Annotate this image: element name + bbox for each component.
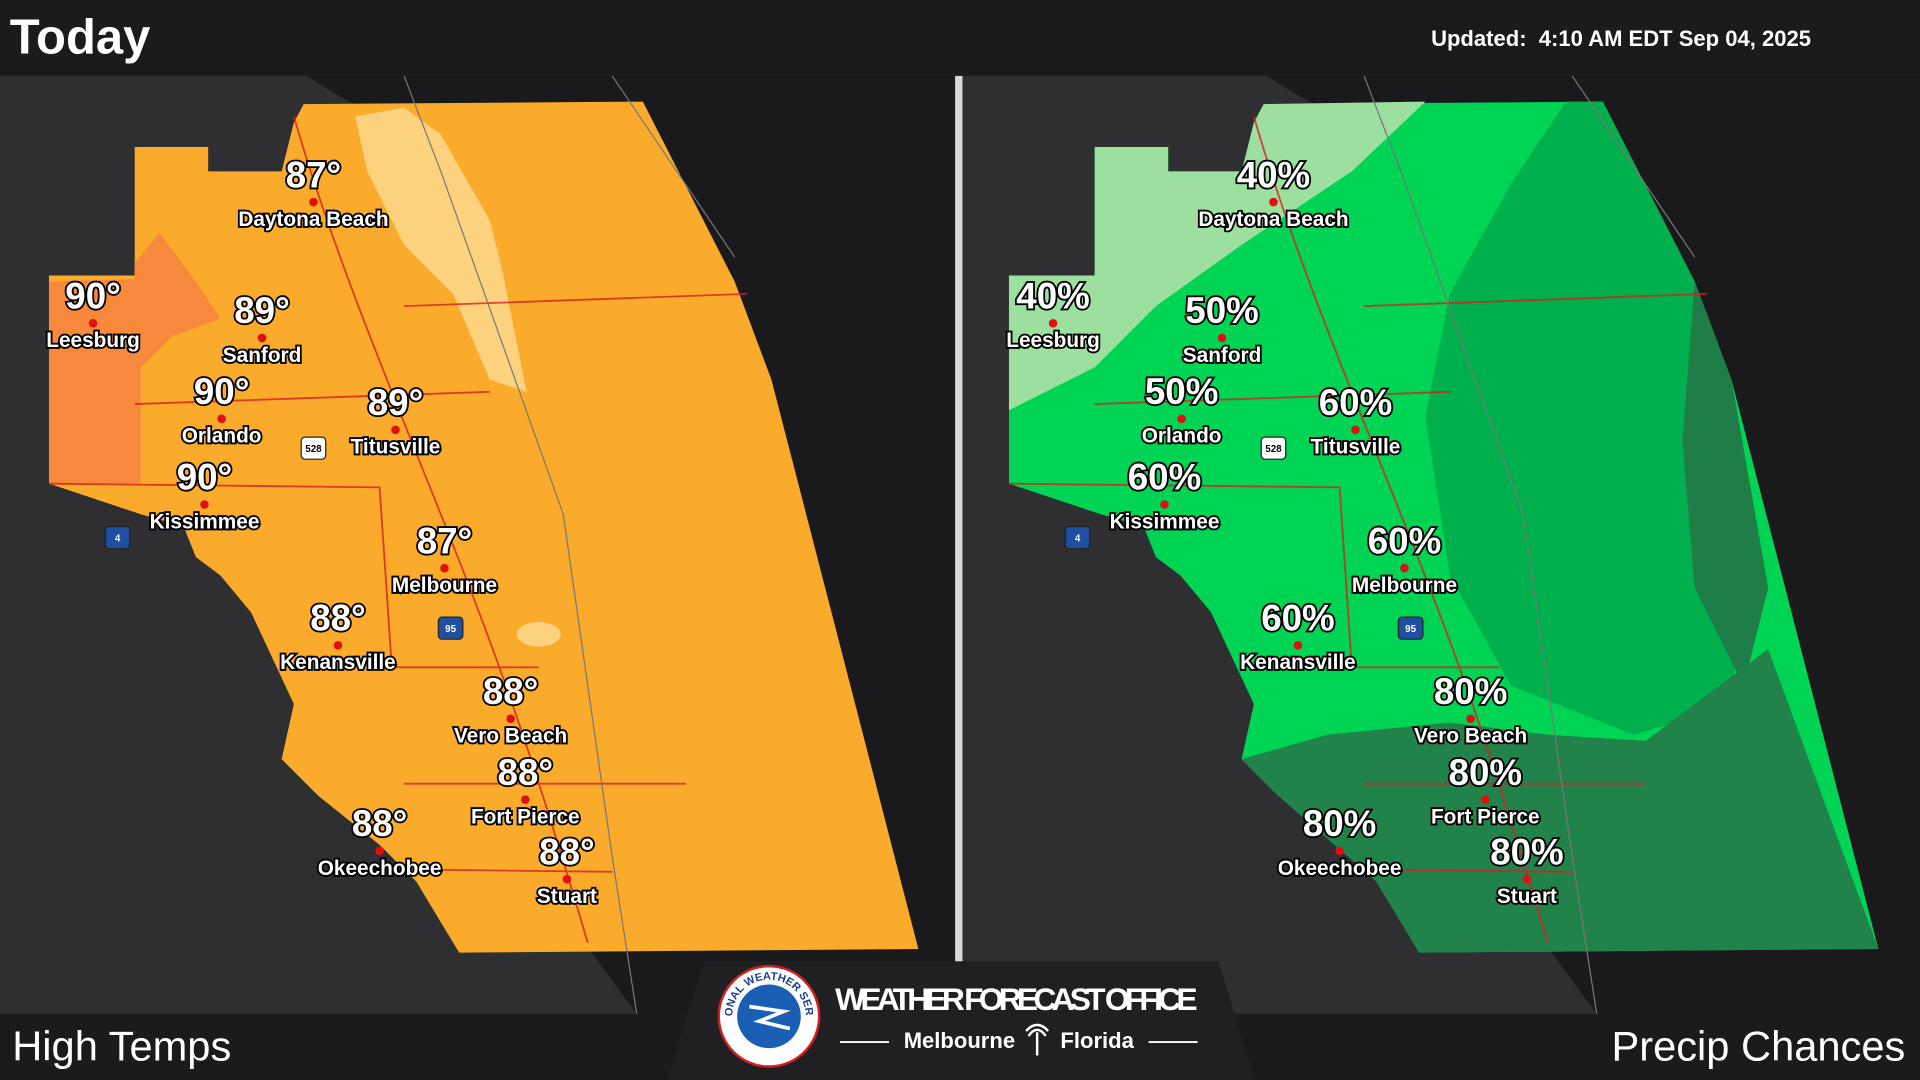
city-value: 88°: [539, 831, 595, 872]
city-name: Fort Pierce: [471, 805, 580, 828]
city-name: Kissimmee: [150, 510, 260, 533]
road-shield-label: 528: [305, 444, 322, 455]
city-value: 90°: [65, 275, 121, 316]
city-name: Vero Beach: [1414, 725, 1527, 748]
city-dot: [217, 414, 226, 424]
city-value: 40%: [1237, 154, 1311, 195]
left-label: High Temps: [12, 1022, 231, 1069]
city-value: 50%: [1145, 371, 1219, 412]
city-name: Leesburg: [46, 329, 140, 352]
city-value: 60%: [1128, 457, 1202, 498]
divider: [955, 75, 963, 1014]
city-dot: [521, 795, 530, 804]
city-dot: [88, 318, 98, 328]
city-name: Vero Beach: [454, 725, 567, 748]
city-name: Stuart: [1497, 885, 1557, 908]
city-name: Kissimmee: [1110, 510, 1220, 533]
city-value: 89°: [368, 382, 424, 423]
city-name: Kenansville: [280, 651, 396, 674]
city-dot: [257, 333, 267, 343]
right-label: Precip Chances: [1611, 1022, 1905, 1069]
city-value: 50%: [1185, 290, 1258, 331]
city-name: Okeechobee: [1278, 857, 1402, 880]
footer-ribbon: [667, 961, 1256, 1080]
city-name: Kenansville: [1240, 651, 1356, 674]
road-shield-label: 95: [1405, 624, 1416, 635]
city-dot: [1269, 197, 1278, 207]
road-shield-label: 95: [445, 624, 456, 635]
city-value: 89°: [234, 290, 290, 331]
city-dot: [440, 563, 449, 573]
city-value: 87°: [417, 520, 473, 561]
road-shield-label: 528: [1265, 444, 1282, 455]
city-value: 60%: [1261, 598, 1334, 639]
city-name: Orlando: [182, 425, 262, 448]
city-value: 88°: [352, 803, 408, 844]
city-name: Melbourne: [1352, 574, 1457, 597]
city-dot: [562, 874, 572, 884]
office-city: Melbourne: [904, 1028, 1015, 1053]
city-name: Stuart: [537, 885, 597, 908]
city-value: 88°: [310, 598, 366, 639]
city-value: 40%: [1016, 275, 1090, 316]
city-value: 60%: [1368, 520, 1441, 561]
city-dot: [1522, 874, 1532, 884]
office-name: WEATHER FORECAST OFFICE: [835, 981, 1197, 1017]
city-dot: [1481, 795, 1490, 804]
right-panel: 528 4 95 40% Daytona Beach 40% Leesburg 50% Sanf…: [960, 75, 1920, 1014]
city-dot: [1335, 846, 1344, 856]
city-dot: [1466, 714, 1475, 724]
city-value: 80%: [1303, 803, 1376, 844]
city-dot: [1177, 414, 1186, 424]
city-value: 60%: [1319, 382, 1392, 423]
city-name: Sanford: [223, 344, 302, 367]
city-name: Titusville: [351, 436, 441, 459]
road-shield-label: 4: [115, 533, 121, 544]
city-value: 90°: [177, 457, 233, 498]
city-name: Titusville: [1311, 436, 1401, 459]
updated-time: Updated: 4:10 AM EDT Sep 04, 2025: [1431, 26, 1811, 51]
city-name: Leesburg: [1006, 329, 1100, 352]
city-value: 88°: [498, 752, 554, 793]
city-dot: [333, 641, 343, 650]
city-dot: [506, 714, 515, 724]
header-bar: [0, 0, 1920, 74]
city-value: 80%: [1490, 831, 1563, 872]
title: Today: [10, 10, 151, 64]
city-dot: [1351, 425, 1360, 435]
city-name: Daytona Beach: [1198, 208, 1348, 231]
city-name: Sanford: [1183, 344, 1262, 367]
road-shield-label: 4: [1075, 533, 1081, 544]
city-dot: [1048, 318, 1058, 328]
city-value: 80%: [1434, 671, 1507, 712]
city-dot: [391, 425, 400, 435]
left-panel: 528 4 95 87° Daytona Beach 90° Leesburg 89° Sanf…: [0, 75, 956, 1014]
city-value: 80%: [1449, 752, 1522, 793]
road-shield: [1260, 436, 1287, 460]
city-name: Melbourne: [392, 574, 497, 597]
road-shield: [1397, 616, 1424, 640]
office-state: Florida: [1060, 1028, 1134, 1053]
city-name: Fort Pierce: [1431, 805, 1540, 828]
city-name: Okeechobee: [318, 857, 442, 880]
city-name: Orlando: [1142, 425, 1222, 448]
road-shield: [300, 436, 327, 460]
city-dot: [1293, 641, 1303, 650]
road-shield: [1064, 525, 1091, 550]
city-dot: [309, 197, 318, 207]
city-name: Daytona Beach: [238, 208, 388, 231]
city-dot: [375, 846, 384, 856]
city-dot: [1217, 333, 1227, 343]
city-dot: [1400, 563, 1409, 573]
city-dot: [200, 500, 209, 509]
city-value: 90°: [194, 371, 250, 412]
city-value: 87°: [286, 154, 342, 195]
city-value: 88°: [483, 671, 539, 712]
road-shield: [104, 525, 131, 550]
road-shield: [437, 616, 464, 640]
city-dot: [1160, 500, 1169, 509]
